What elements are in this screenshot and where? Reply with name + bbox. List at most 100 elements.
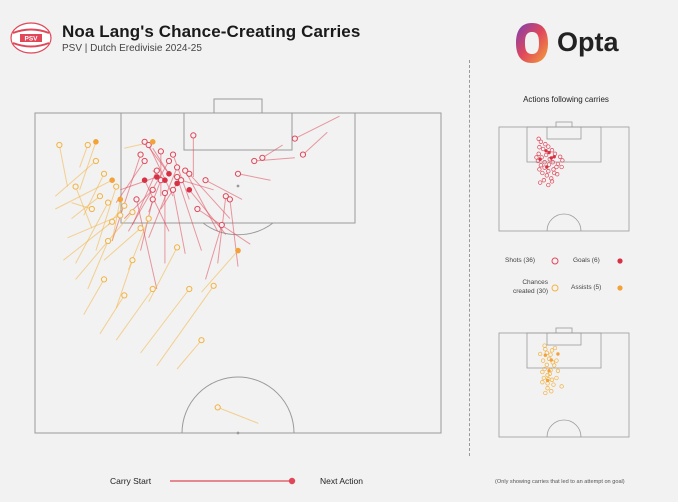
carry-line xyxy=(75,202,109,264)
shot-marker xyxy=(141,157,148,165)
assist-marker xyxy=(235,247,241,254)
chance-marker xyxy=(198,337,205,344)
carry-line xyxy=(103,227,141,261)
side-chance-marker xyxy=(540,369,545,375)
shot-marker xyxy=(169,186,177,193)
carry-line xyxy=(120,176,157,191)
side-shot-marker xyxy=(540,170,545,176)
key-chances-label: Chances created (30) xyxy=(512,279,548,295)
side-shot-marker xyxy=(549,148,555,153)
side-shot-marker xyxy=(558,154,563,159)
side-shot-marker xyxy=(535,158,541,164)
centre-spot xyxy=(236,431,240,435)
shot-marker xyxy=(291,135,298,142)
shot-marker xyxy=(178,177,185,184)
crest-text: PSV xyxy=(24,36,38,43)
legend-next-action: Next Action xyxy=(320,476,363,486)
chance-marker xyxy=(72,183,79,190)
goal-marker xyxy=(166,171,172,177)
shot-marker xyxy=(222,193,229,200)
chance-marker xyxy=(214,404,221,411)
page-subtitle: PSV | Dutch Eredivisie 2024-25 xyxy=(62,43,202,54)
shot-marker xyxy=(194,205,201,213)
side-goal-marker xyxy=(547,150,551,155)
side-shot-marker xyxy=(536,136,541,141)
legend-carry-start: Carry Start xyxy=(110,476,152,486)
side-chance-marker xyxy=(545,372,550,378)
shot-marker xyxy=(169,151,177,158)
side-chance-marker xyxy=(538,351,543,357)
carry-line xyxy=(83,279,105,315)
side-shot-marker xyxy=(538,180,543,185)
side-shot-marker xyxy=(537,145,542,150)
side-chance-marker xyxy=(545,386,550,391)
page-title: Noa Lang's Chance-Creating Carries xyxy=(62,22,361,41)
side-shot-marker xyxy=(541,178,547,183)
side-goal-marker xyxy=(544,149,548,153)
opta-logo-icon xyxy=(516,23,548,63)
shot-marker xyxy=(174,164,181,171)
side-pitch-chances xyxy=(498,327,630,438)
side-chance-marker xyxy=(552,345,558,351)
side-assist-marker xyxy=(545,378,550,383)
side-shot-marker xyxy=(549,179,555,184)
goal-marker xyxy=(162,177,168,183)
carry-line xyxy=(184,170,219,232)
side-shot-marker xyxy=(559,164,564,170)
carry-line xyxy=(181,179,214,191)
side-assist-marker xyxy=(556,352,560,356)
side-chance-marker xyxy=(559,384,564,389)
shot-marker xyxy=(133,196,140,203)
side-chance-marker xyxy=(555,368,561,373)
carry-line xyxy=(156,285,215,367)
shot-marker xyxy=(165,157,173,165)
carry-line xyxy=(144,179,170,232)
goal-marker xyxy=(186,187,193,193)
key-goals-label: Goals (6) xyxy=(573,257,600,264)
carry-line xyxy=(79,144,89,168)
side-assist-marker xyxy=(547,369,551,373)
side-shot-marker xyxy=(560,158,565,163)
side-shot-marker xyxy=(550,160,555,165)
carry-line xyxy=(148,247,178,303)
side-shot-marker xyxy=(534,155,539,160)
chance-marker xyxy=(149,285,156,293)
side-chance-marker xyxy=(542,343,547,348)
side-chance-marker xyxy=(540,358,546,363)
shot-marker xyxy=(226,196,233,203)
side-shot-marker xyxy=(555,161,561,167)
shot-marker xyxy=(161,189,169,197)
carry-line xyxy=(262,144,283,159)
footnote: (Only showing carries that led to an att… xyxy=(495,479,625,485)
shot-marker xyxy=(141,138,148,145)
side-shot-marker xyxy=(546,144,551,149)
side-shot-marker xyxy=(546,169,551,174)
penalty-spot xyxy=(236,184,240,188)
carry-line xyxy=(136,199,158,290)
carry-line xyxy=(176,339,202,370)
carry-line xyxy=(87,240,109,290)
side-shot-marker xyxy=(542,160,547,165)
carry-line xyxy=(205,179,243,200)
side-chance-marker xyxy=(549,377,555,382)
carry-line xyxy=(54,160,97,197)
carry-line xyxy=(95,186,117,251)
chance-marker xyxy=(88,205,95,213)
side-chance-marker xyxy=(554,375,559,381)
psv-crest-logo: PSV xyxy=(10,22,52,54)
chance-marker xyxy=(96,193,104,200)
side-chance-marker xyxy=(545,381,550,386)
carry-line xyxy=(111,154,142,242)
chance-marker xyxy=(84,141,91,149)
key-shots-label: Shots (36) xyxy=(505,257,535,264)
side-chance-marker xyxy=(542,366,547,372)
assist-marker xyxy=(93,139,99,145)
side-shot-marker xyxy=(546,182,551,188)
key-assists-label: Assists (5) xyxy=(571,284,602,291)
side-shot-marker xyxy=(551,167,556,172)
key-assist-marker xyxy=(617,285,623,291)
shot-marker xyxy=(137,151,144,158)
side-chance-marker xyxy=(541,375,547,381)
chance-marker xyxy=(186,285,193,293)
